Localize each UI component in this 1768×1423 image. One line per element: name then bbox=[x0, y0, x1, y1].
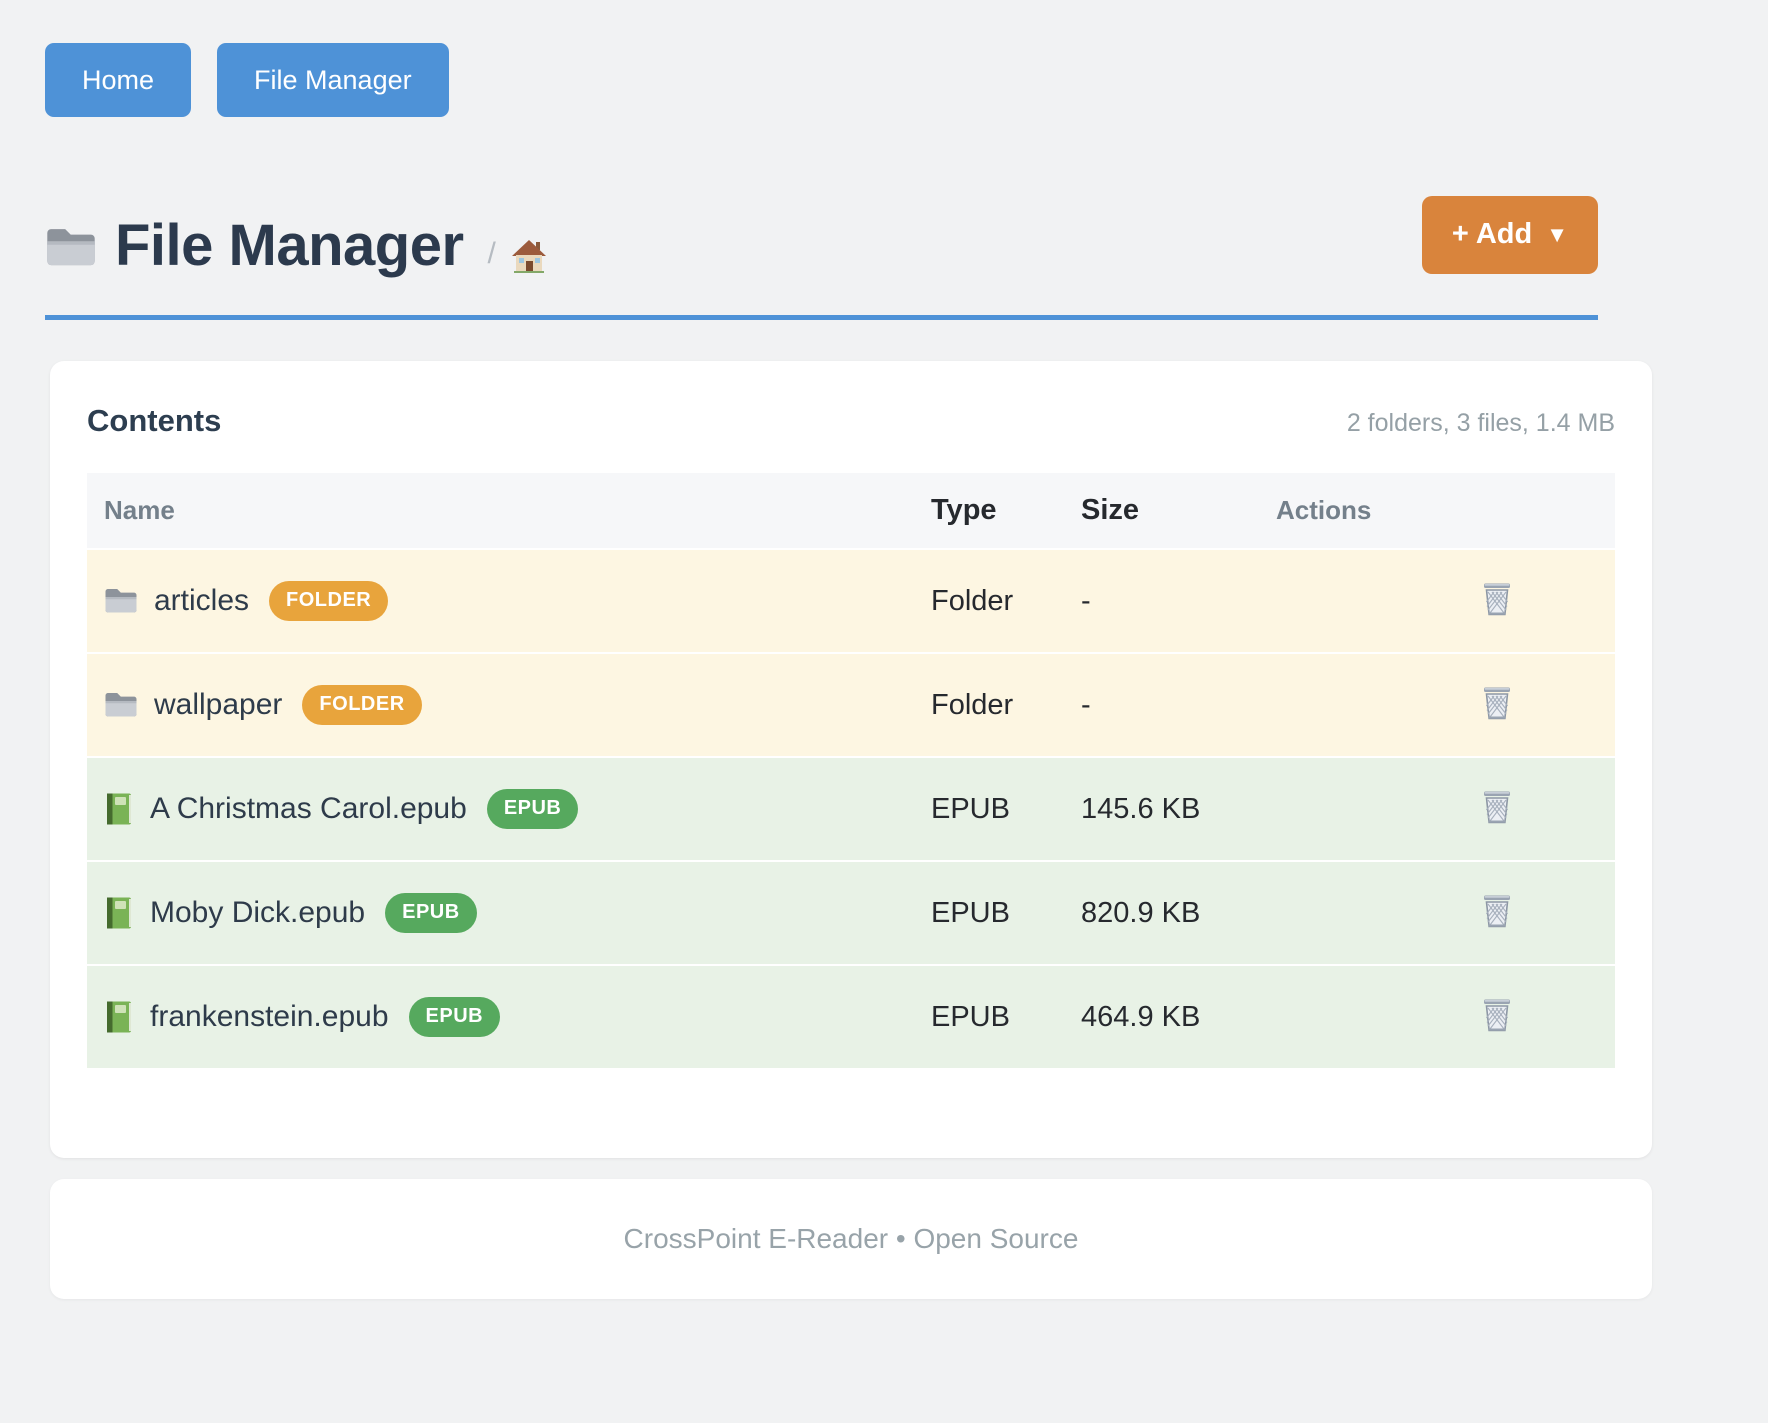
file-type-badge: EPUB bbox=[486, 789, 579, 829]
delete-button[interactable] bbox=[1481, 997, 1513, 1036]
delete-button[interactable] bbox=[1481, 893, 1513, 932]
actions-cell bbox=[1276, 789, 1615, 830]
name-cell: Moby Dick.epub EPUB bbox=[87, 893, 931, 933]
table-body: articles FOLDER Folder - wallpaper FOLDE… bbox=[87, 548, 1615, 1068]
nav-home-button[interactable]: Home bbox=[45, 43, 192, 117]
file-type: EPUB bbox=[931, 1000, 1010, 1033]
footer-text: CrossPoint E-Reader • Open Source bbox=[623, 1223, 1079, 1254]
column-header-actions: Actions bbox=[1276, 495, 1372, 525]
folder-icon bbox=[104, 587, 138, 615]
page-header: File Manager / + Add ▼ bbox=[45, 195, 1598, 279]
contents-heading: Contents bbox=[87, 403, 222, 438]
file-size: 464.9 KB bbox=[1081, 1000, 1201, 1033]
column-header-size: Size bbox=[1081, 494, 1140, 526]
file-size: - bbox=[1081, 584, 1091, 617]
name-cell: articles FOLDER bbox=[87, 581, 931, 621]
contents-summary: 2 folders, 3 files, 1.4 MB bbox=[1346, 409, 1615, 437]
name-cell: A Christmas Carol.epub EPUB bbox=[87, 789, 931, 829]
file-size: 820.9 KB bbox=[1081, 896, 1201, 929]
actions-cell bbox=[1276, 581, 1615, 622]
name-cell: wallpaper FOLDER bbox=[87, 685, 931, 725]
table-row: frankenstein.epub EPUB EPUB 464.9 KB bbox=[87, 964, 1615, 1068]
file-name[interactable]: frankenstein.epub bbox=[150, 1000, 389, 1033]
header-divider bbox=[45, 315, 1598, 320]
file-type: EPUB bbox=[931, 896, 1010, 929]
table-header-row: Name Type Size Actions bbox=[87, 473, 1615, 548]
file-type-badge: EPUB bbox=[408, 997, 501, 1037]
file-name[interactable]: Moby Dick.epub bbox=[150, 896, 366, 929]
file-size: 145.6 KB bbox=[1081, 792, 1201, 825]
add-button-label: + Add bbox=[1451, 218, 1533, 250]
table-row: wallpaper FOLDER Folder - bbox=[87, 652, 1615, 756]
column-header-type: Type bbox=[931, 494, 997, 526]
folder-icon bbox=[104, 691, 138, 719]
chevron-down-icon: ▼ bbox=[1546, 221, 1568, 247]
table-row: Moby Dick.epub EPUB EPUB 820.9 KB bbox=[87, 860, 1615, 964]
name-cell: frankenstein.epub EPUB bbox=[87, 997, 931, 1037]
file-type-badge: EPUB bbox=[385, 893, 477, 933]
file-name[interactable]: wallpaper bbox=[154, 688, 283, 721]
delete-button[interactable] bbox=[1481, 581, 1513, 620]
file-type: Folder bbox=[931, 584, 1014, 617]
top-nav: Home File Manager bbox=[45, 43, 1768, 117]
nav-file-manager-button[interactable]: File Manager bbox=[217, 43, 449, 117]
column-header-name: Name bbox=[104, 495, 175, 525]
file-name[interactable]: articles bbox=[154, 584, 250, 617]
book-icon bbox=[104, 792, 134, 826]
delete-button[interactable] bbox=[1481, 685, 1513, 724]
table-row: A Christmas Carol.epub EPUB EPUB 145.6 K… bbox=[87, 756, 1615, 860]
file-size: - bbox=[1081, 688, 1091, 721]
breadcrumb-separator: / bbox=[487, 236, 496, 270]
book-icon bbox=[104, 1000, 134, 1034]
card-head: Contents 2 folders, 3 files, 1.4 MB bbox=[87, 403, 1615, 439]
file-type-badge: FOLDER bbox=[269, 581, 389, 621]
actions-cell bbox=[1276, 685, 1615, 726]
actions-cell bbox=[1276, 997, 1615, 1038]
folder-icon bbox=[45, 226, 97, 269]
file-type: Folder bbox=[931, 688, 1014, 721]
title-wrap: File Manager / bbox=[45, 212, 548, 279]
actions-cell bbox=[1276, 893, 1615, 934]
page-title: File Manager bbox=[115, 213, 464, 278]
add-button[interactable]: + Add ▼ bbox=[1421, 195, 1598, 274]
wastebasket-icon bbox=[1481, 893, 1513, 932]
footer: CrossPoint E-Reader • Open Source bbox=[50, 1179, 1652, 1299]
contents-card: Contents 2 folders, 3 files, 1.4 MB Name… bbox=[50, 361, 1652, 1158]
table-row: articles FOLDER Folder - bbox=[87, 548, 1615, 652]
file-table: Name Type Size Actions articles FOLDER F… bbox=[87, 473, 1615, 1068]
wastebasket-icon bbox=[1481, 581, 1513, 620]
file-name[interactable]: A Christmas Carol.epub bbox=[150, 792, 467, 825]
book-icon bbox=[104, 896, 134, 930]
wastebasket-icon bbox=[1481, 997, 1513, 1036]
wastebasket-icon bbox=[1481, 789, 1513, 828]
house-icon[interactable] bbox=[510, 238, 548, 274]
file-type: EPUB bbox=[931, 792, 1010, 825]
file-type-badge: FOLDER bbox=[302, 685, 422, 725]
wastebasket-icon bbox=[1481, 685, 1513, 724]
delete-button[interactable] bbox=[1481, 789, 1513, 828]
